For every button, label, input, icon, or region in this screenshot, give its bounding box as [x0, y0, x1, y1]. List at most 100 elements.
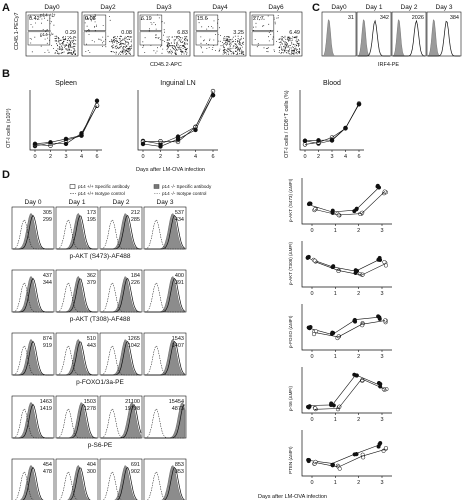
histogram-marker-label: p-FOXO1/3a-PE	[76, 379, 124, 386]
data-point	[313, 207, 318, 212]
data-point	[337, 466, 342, 471]
x-tick-label: 2	[357, 228, 360, 234]
x-tick-label: 2	[49, 154, 52, 160]
gate-top	[251, 14, 275, 31]
panel-b-ylabel-right: OT-I cells / CD8⁺T cells (%)	[283, 90, 290, 158]
x-tick-label: 3	[330, 154, 333, 160]
dot-plot-frame	[137, 11, 191, 57]
histogram-isotype	[100, 408, 141, 439]
dot-plot-frame	[25, 11, 79, 57]
histogram-isotype	[12, 345, 53, 376]
x-tick-label: 3	[64, 154, 67, 160]
x-tick-label: 0	[141, 154, 144, 160]
x-tick-label: 2	[159, 154, 162, 160]
panel-b-xlabel: Days after LM-OVA infection	[136, 167, 205, 173]
x-tick-label: 0	[310, 354, 313, 360]
data-point	[378, 441, 383, 446]
histogram-isotype	[12, 408, 53, 439]
series-line	[314, 261, 386, 276]
mfi-value-ko: 1419	[40, 406, 52, 412]
panel-c-day-label: Day 1	[366, 4, 383, 11]
dot-plot-events	[140, 14, 188, 55]
panel-a-day-label: Day6	[268, 4, 284, 11]
axis	[301, 430, 392, 477]
series-line	[308, 316, 380, 335]
legend-swatch	[69, 184, 76, 189]
panel-d-day-label: Day 1	[69, 199, 86, 206]
series-line	[304, 104, 360, 142]
histogram-isotype	[100, 345, 141, 376]
panel-d-day-label: Day 3	[157, 199, 174, 206]
gate-ko-value: 0.29	[65, 30, 76, 36]
data-point	[382, 260, 387, 265]
data-point	[383, 318, 388, 323]
dot-plot-events	[253, 15, 301, 55]
x-tick-label: 3	[380, 417, 383, 423]
x-tick-label: 0	[303, 154, 306, 160]
data-point	[305, 404, 311, 409]
histogram-isotype	[56, 345, 97, 376]
panel-a: CD45.1-PECy7 CD45.2-APC Day0 0.42 0.29 Day2…	[14, 4, 303, 68]
x-tick-label: 2	[317, 154, 320, 160]
mfi-value-wt: 173	[87, 210, 96, 216]
x-tick-label: 6	[95, 154, 98, 160]
gate-ko-value: 3.25	[233, 30, 244, 36]
gate-top	[139, 14, 163, 31]
panel-c-xlabel: IRF4-PE	[378, 62, 399, 68]
mfi-value-wt: 404	[87, 462, 96, 468]
dot-plot-frame	[81, 11, 135, 57]
panel-a-day-label: Day0	[44, 4, 60, 11]
histogram-isotype	[14, 471, 34, 500]
gate-ko-value: 6.83	[177, 30, 188, 36]
mfi-value-wt: 212	[131, 210, 140, 216]
gate-top	[83, 14, 107, 31]
x-tick-label: 0	[310, 228, 313, 234]
x-tick-label: 4	[194, 154, 197, 160]
mfi-value-ko: 443	[87, 343, 96, 349]
mfi-value-ko: 300	[87, 469, 96, 475]
histogram-sample	[358, 19, 390, 57]
irf4-mfi-value: 2026	[412, 15, 424, 21]
dot-plot-frame	[193, 11, 247, 57]
x-tick-label: 6	[211, 154, 214, 160]
mfi-value-ko: 853	[175, 469, 184, 475]
panel-d-day-label: Day 2	[113, 199, 130, 206]
histogram-wt	[57, 278, 97, 313]
series-line	[142, 90, 214, 143]
legend-label: p14 -/- Specific antibody	[162, 184, 212, 189]
series-line	[142, 95, 214, 147]
histogram-marker-label: p-S6-PE	[88, 442, 113, 449]
mfi-value-ko: 902	[131, 469, 140, 475]
axis	[137, 90, 218, 151]
gate-bottom	[195, 31, 219, 46]
gate-bottom	[27, 31, 51, 46]
mfi-value-wt: 184	[131, 273, 140, 279]
data-point	[305, 255, 310, 260]
mfi-value-ko: 299	[43, 217, 52, 223]
mfi-value-wt: 1463	[40, 399, 52, 405]
histogram-isotype	[144, 282, 185, 313]
panel-a-day-label: Day2	[100, 4, 116, 11]
histogram-sample	[428, 20, 460, 57]
histogram-frame	[356, 11, 392, 57]
data-point	[210, 88, 216, 94]
histogram-wt	[101, 340, 142, 376]
panel-a-day-label: Day4	[212, 4, 228, 11]
mfi-value-ko: 919	[43, 343, 52, 349]
histogram-isotype	[100, 219, 141, 250]
mfi-value-ko: 19798	[125, 406, 140, 412]
series-line	[142, 94, 214, 145]
panel-b-ylabel-left: OT-I cells (x10⁵)	[5, 108, 12, 148]
histogram-wt	[57, 215, 97, 250]
data-point	[383, 445, 388, 451]
mfi-value-ko: 1042	[128, 343, 140, 349]
gate-bottom	[83, 31, 107, 46]
histogram-wt	[145, 214, 186, 250]
gate-top-value: 0.06	[85, 16, 96, 22]
panel-d-letter: D	[2, 169, 10, 181]
histogram-isotype	[102, 471, 122, 500]
axis	[301, 241, 392, 288]
mfi-value-ko: 1278	[84, 406, 96, 412]
histogram-wt	[57, 341, 97, 376]
